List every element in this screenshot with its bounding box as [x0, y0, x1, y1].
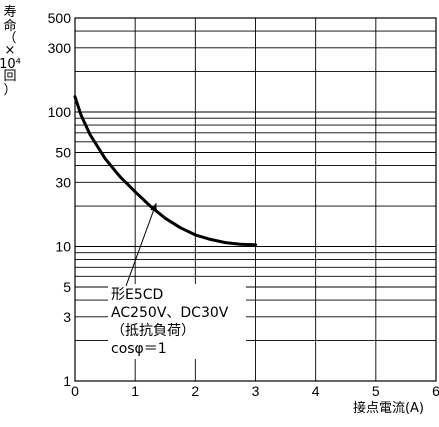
x-tick-label: 2 — [191, 383, 199, 399]
y-tick-labels: 1 3 5 10 30 50 100 300 500 — [48, 10, 72, 389]
y-axis-title-char: 命 — [3, 18, 16, 34]
y-tick-label: 3 — [63, 309, 71, 325]
grid-lines — [74, 17, 437, 382]
annotation-arrowhead — [150, 203, 157, 212]
x-tick-label: 1 — [131, 383, 139, 399]
y-tick-label: 500 — [48, 10, 72, 26]
y-axis-title-char: ） — [3, 83, 16, 98]
annotation-text-line: cosφ＝1 — [111, 341, 167, 357]
x-tick-label: 0 — [71, 383, 79, 399]
y-tick-label: 50 — [55, 144, 71, 160]
x-tick-label: 6 — [432, 383, 439, 399]
x-tick-label: 4 — [312, 383, 320, 399]
annotation-group: 形E5CD AC250V、DC30V （抵抗負荷） cosφ＝1 — [108, 202, 246, 359]
annotation-text-line: （抵抗負荷） — [111, 323, 195, 339]
x-tick-label: 5 — [372, 383, 380, 399]
y-tick-label: 100 — [48, 104, 72, 120]
y-axis-title-char: 寿 — [3, 5, 16, 20]
y-tick-label: 30 — [55, 174, 71, 190]
series-line — [73, 95, 257, 247]
y-tick-label: 300 — [48, 40, 72, 56]
annotation-text-line: 形E5CD — [111, 287, 163, 303]
x-tick-labels: 0 1 2 3 4 5 6 — [71, 383, 439, 399]
y-axis-title-char: 10⁴ — [0, 57, 21, 72]
annotation-box — [108, 284, 246, 359]
y-tick-label: 10 — [55, 239, 71, 255]
y-axis-title-char: （ — [3, 31, 16, 46]
x-tick-label: 3 — [252, 383, 260, 399]
y-tick-label: 1 — [63, 373, 71, 389]
y-tick-label: 5 — [63, 279, 71, 295]
annotation-pointer — [125, 202, 157, 287]
x-axis-title: 接点電流(A) — [353, 400, 424, 416]
plot-frame — [74, 17, 437, 382]
annotation-text-line: AC250V、DC30V — [111, 305, 229, 321]
y-axis-title-char: × — [5, 43, 16, 58]
y-axis-title-char: 回 — [3, 69, 16, 84]
series-curve-group — [73, 95, 257, 247]
